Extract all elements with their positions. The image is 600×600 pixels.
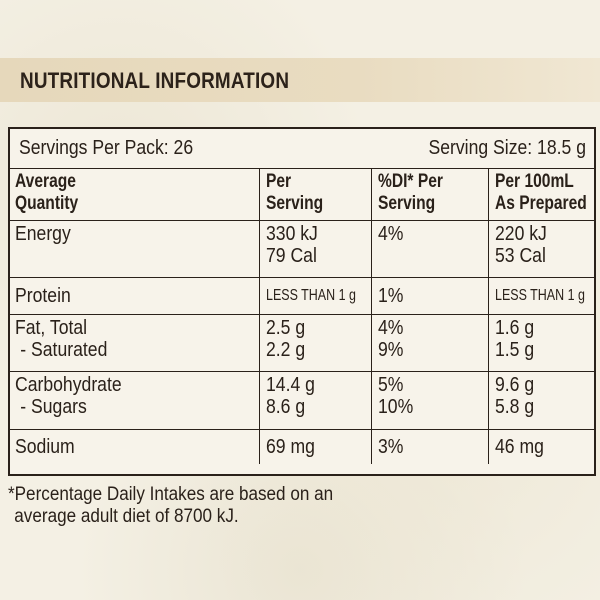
- energy-per-100ml: 220 kJ 53 Cal: [487, 220, 595, 278]
- row-label-sodium: Sodium: [9, 429, 260, 464]
- column-header-per-100ml: Per 100mL As Prepared: [487, 168, 595, 221]
- fat-per-100ml: 1.6 g 1.5 g: [487, 314, 595, 372]
- protein-di: 1%: [370, 277, 489, 315]
- serving-size: Serving Size: 18.5 g: [428, 137, 586, 159]
- row-label-carbohydrate: Carbohydrate - Sugars: [9, 371, 260, 430]
- page-title: NUTRITIONAL INFORMATION: [20, 68, 290, 93]
- protein-per-100ml: LESS THAN 1 g: [487, 277, 595, 315]
- table-row-protein: Protein LESS THAN 1 g 1% LESS THAN 1 g: [9, 277, 595, 315]
- column-header-per-serving: Per Serving: [258, 168, 372, 221]
- protein-per-serving: LESS THAN 1 g: [258, 277, 372, 315]
- energy-di: 4%: [370, 220, 489, 278]
- nutrition-table: Average Quantity Per Serving %DI* Per Se…: [9, 168, 595, 464]
- sodium-per-100ml: 46 mg: [487, 429, 595, 464]
- carbohydrate-di: 5% 10%: [370, 371, 489, 430]
- row-label-energy: Energy: [9, 220, 260, 278]
- sodium-di: 3%: [370, 429, 489, 464]
- fat-per-serving: 2.5 g 2.2 g: [258, 314, 372, 372]
- energy-per-serving: 330 kJ 79 Cal: [258, 220, 372, 278]
- column-header-average-quantity: Average Quantity: [9, 168, 260, 221]
- row-label-fat: Fat, Total - Saturated: [9, 314, 260, 372]
- carbohydrate-per-100ml: 9.6 g 5.8 g: [487, 371, 595, 430]
- servings-row: Servings Per Pack: 26 Serving Size: 18.5…: [10, 129, 594, 168]
- table-row-carbohydrate: Carbohydrate - Sugars 14.4 g 8.6 g 5% 10…: [9, 371, 595, 430]
- fat-di: 4% 9%: [370, 314, 489, 372]
- nutrition-panel: Servings Per Pack: 26 Serving Size: 18.5…: [8, 127, 596, 476]
- sodium-per-serving: 69 mg: [258, 429, 372, 464]
- row-label-protein: Protein: [9, 277, 260, 315]
- table-row-sodium: Sodium 69 mg 3% 46 mg: [9, 429, 595, 464]
- table-row-energy: Energy 330 kJ 79 Cal 4% 220 kJ 53 Cal: [9, 220, 595, 278]
- footnote-line-2: average adult diet of 8700 kJ.: [14, 506, 239, 527]
- footnote-line-1: *Percentage Daily Intakes are based on a…: [8, 484, 334, 505]
- table-header-row: Average Quantity Per Serving %DI* Per Se…: [9, 168, 595, 221]
- column-header-di-per-serving: %DI* Per Serving: [370, 168, 489, 221]
- footnote: *Percentage Daily Intakes are based on a…: [8, 484, 333, 528]
- carbohydrate-per-serving: 14.4 g 8.6 g: [258, 371, 372, 430]
- header-band: [0, 58, 600, 102]
- servings-per-pack: Servings Per Pack: 26: [19, 137, 194, 159]
- table-row-fat: Fat, Total - Saturated 2.5 g 2.2 g 4% 9%…: [9, 314, 595, 372]
